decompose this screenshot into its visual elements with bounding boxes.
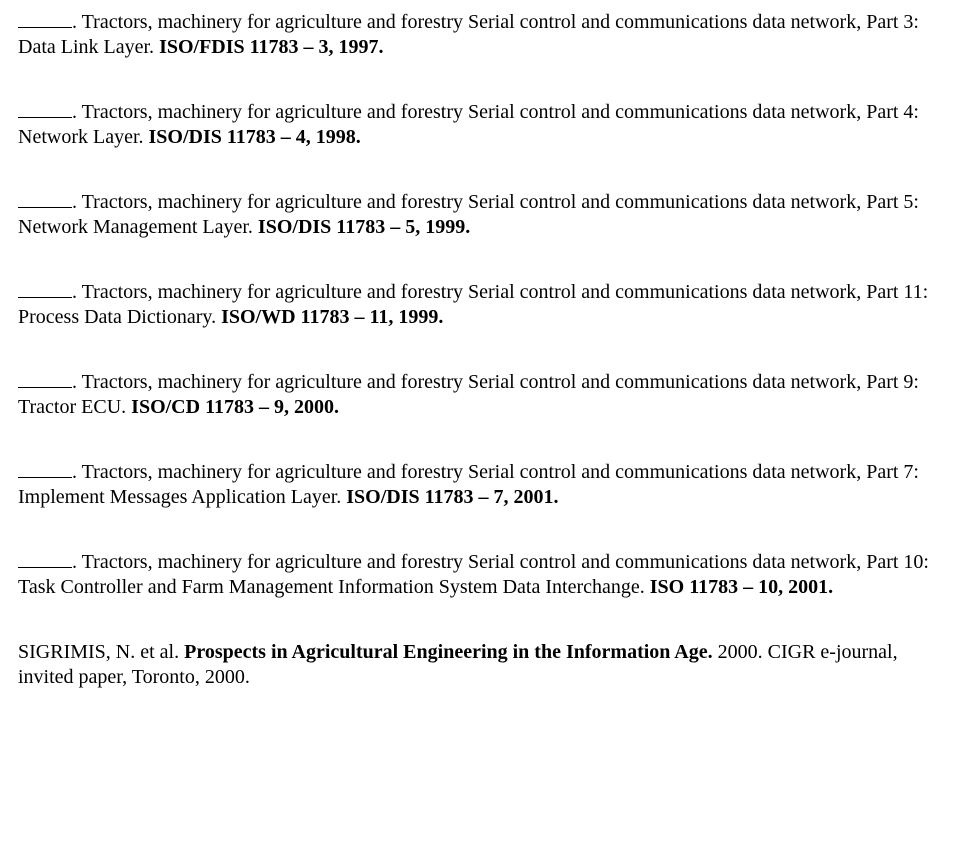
reference-entry: . Tractors, machinery for agriculture an… xyxy=(18,550,942,600)
author-blank xyxy=(18,387,72,388)
author-blank xyxy=(18,207,72,208)
reference-standard: ISO 11783 – 10, 2001. xyxy=(650,576,833,598)
reference-list: . Tractors, machinery for agriculture an… xyxy=(18,10,942,690)
reference-entry: . Tractors, machinery for agriculture an… xyxy=(18,100,942,150)
reference-entry: . Tractors, machinery for agriculture an… xyxy=(18,460,942,510)
reference-entry: . Tractors, machinery for agriculture an… xyxy=(18,10,942,60)
reference-author: SIGRIMIS, N. et al. xyxy=(18,641,184,663)
author-blank xyxy=(18,297,72,298)
reference-standard: ISO/WD 11783 – 11, 1999. xyxy=(221,306,443,328)
reference-entry: . Tractors, machinery for agriculture an… xyxy=(18,190,942,240)
author-blank xyxy=(18,477,72,478)
reference-text: . Tractors, machinery for agriculture an… xyxy=(18,11,919,58)
reference-standard: ISO/DIS 11783 – 4, 1998. xyxy=(149,126,361,148)
reference-entry: SIGRIMIS, N. et al. Prospects in Agricul… xyxy=(18,640,942,690)
reference-standard: ISO/FDIS 11783 – 3, 1997. xyxy=(159,36,383,58)
reference-standard: ISO/DIS 11783 – 7, 2001. xyxy=(346,486,558,508)
reference-text: . Tractors, machinery for agriculture an… xyxy=(18,281,928,328)
author-blank xyxy=(18,567,72,568)
reference-standard: ISO/CD 11783 – 9, 2000. xyxy=(131,396,339,418)
author-blank xyxy=(18,117,72,118)
reference-entry: . Tractors, machinery for agriculture an… xyxy=(18,370,942,420)
reference-standard: ISO/DIS 11783 – 5, 1999. xyxy=(258,216,470,238)
reference-title: Prospects in Agricultural Engineering in… xyxy=(184,641,713,663)
author-blank xyxy=(18,27,72,28)
reference-entry: . Tractors, machinery for agriculture an… xyxy=(18,280,942,330)
